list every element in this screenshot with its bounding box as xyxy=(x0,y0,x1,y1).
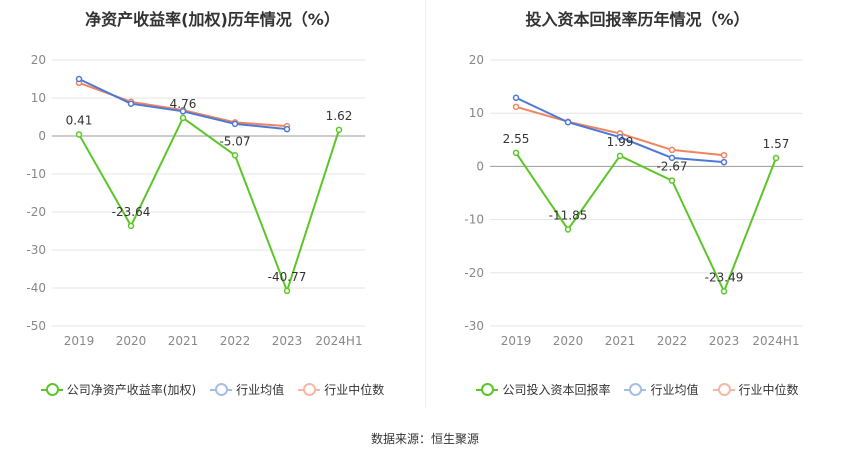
data-label: 1.99 xyxy=(607,135,634,149)
company-series-point xyxy=(127,222,135,230)
roe-chart-panel: 净资产收益率(加权)历年情况（%） 20 10 0 -10 -20 -30 -40 -50 20… xyxy=(0,0,425,420)
roic-legend: 公司投入资本回报率 行业均值 行业中位数 xyxy=(425,381,850,398)
industry-avg-series-point xyxy=(179,108,187,115)
x-tick-label: 2021 xyxy=(605,334,636,348)
legend-label-industry-median: 行业中位数 xyxy=(738,383,799,397)
y-tick-label: 20 xyxy=(469,53,484,67)
company-series-point xyxy=(75,131,83,138)
x-tick-label: 2023 xyxy=(709,334,740,348)
x-tick-label: 2022 xyxy=(220,334,251,348)
legend-marker-industry-avg xyxy=(210,382,233,396)
industry-avg-series-point xyxy=(127,100,135,107)
data-label: -11.85 xyxy=(549,208,588,222)
legend-marker-company xyxy=(40,382,63,396)
company-series-point xyxy=(179,114,187,122)
data-label: 0.41 xyxy=(66,113,93,127)
legend-marker-company xyxy=(476,382,499,396)
legend-label-company-roic: 公司投入资本回报率 xyxy=(502,383,611,397)
y-tick-label: -30 xyxy=(464,319,484,333)
data-label: -40.77 xyxy=(268,270,307,284)
industry-avg-series-point xyxy=(720,158,728,166)
data-source-label: 数据来源：恒生聚源 xyxy=(370,432,479,446)
legend-item-company-roic[interactable]: 公司投入资本回报率 xyxy=(476,381,610,398)
company-series-point xyxy=(231,152,239,159)
industry-median-series-point xyxy=(668,146,676,154)
industry-avg-series-point xyxy=(564,118,572,126)
data-label: -23.49 xyxy=(705,270,744,284)
company-series-point xyxy=(564,226,572,233)
industry-avg-series-point xyxy=(616,133,624,141)
legend-item-company-roe[interactable]: 公司净资产收益率(加权) xyxy=(40,381,197,398)
y-tick-label: 20 xyxy=(31,53,46,67)
company-series-point xyxy=(616,152,624,160)
company-series-point xyxy=(512,149,520,157)
y-tick-label: -20 xyxy=(26,205,46,219)
data-label: 2.55 xyxy=(503,132,530,146)
legend-item-industry-median[interactable]: 行业中位数 xyxy=(712,381,799,398)
y-tick-label: -50 xyxy=(26,319,46,333)
company-series-point xyxy=(668,177,676,184)
roic-chart-panel: 投入资本回报率历年情况（%） 20 10 0 -10 -20 -30 2019 2020 202… xyxy=(425,0,850,420)
legend-label-industry-median: 行业中位数 xyxy=(324,383,385,397)
legend-marker-industry-avg xyxy=(624,382,647,396)
industry-avg-series-point xyxy=(231,120,239,128)
x-tick-label: 2019 xyxy=(64,334,95,348)
company-series-line xyxy=(515,152,777,294)
y-tick-label: 10 xyxy=(31,91,46,105)
company-series-point xyxy=(283,287,291,295)
company-series-point xyxy=(772,154,780,162)
legend-item-industry-median[interactable]: 行业中位数 xyxy=(298,381,384,398)
y-tick-label: 0 xyxy=(476,159,484,173)
y-tick-label: -10 xyxy=(464,213,484,227)
company-series-point xyxy=(720,288,728,295)
legend-label-company-roe: 公司净资产收益率(加权) xyxy=(66,383,197,397)
legend-marker-industry-median xyxy=(298,382,321,396)
legend-label-industry-avg: 行业均值 xyxy=(650,383,699,397)
y-tick-label: 0 xyxy=(38,129,46,143)
data-label: 1.62 xyxy=(326,109,353,123)
x-tick-label: 2020 xyxy=(116,334,147,348)
industry-avg-series-point xyxy=(512,94,520,102)
industry-median-series-point xyxy=(720,151,728,159)
data-label: 4.76 xyxy=(170,97,197,111)
x-tick-label: 2024H1 xyxy=(752,334,799,348)
industry-median-series-point xyxy=(512,103,520,111)
panel-divider xyxy=(425,0,426,408)
industry-avg-series-point xyxy=(668,154,676,162)
data-label: -5.07 xyxy=(219,134,250,148)
x-tick-label: 2021 xyxy=(168,334,199,348)
data-label: 1.57 xyxy=(763,137,790,151)
legend-item-industry-avg[interactable]: 行业均值 xyxy=(624,381,699,398)
x-tick-label: 2020 xyxy=(553,334,584,348)
roic-chart-svg: 20 10 0 -10 -20 -30 2019 2020 2021 2022 2023 2024H1… xyxy=(464,53,803,348)
industry-avg-series-point xyxy=(75,75,83,83)
company-series-line xyxy=(78,116,340,294)
x-tick-label: 2022 xyxy=(657,334,688,348)
y-tick-label: 10 xyxy=(469,106,484,120)
x-tick-label: 2019 xyxy=(501,334,532,348)
y-tick-label: -30 xyxy=(26,243,46,257)
roic-chart-title: 投入资本回报率历年情况（%） xyxy=(525,10,750,29)
y-tick-label: -10 xyxy=(26,167,46,181)
legend-label-industry-avg: 行业均值 xyxy=(236,383,285,397)
y-tick-label: -40 xyxy=(26,281,46,295)
company-series-point xyxy=(335,126,343,134)
x-tick-label: 2024H1 xyxy=(315,334,362,348)
industry-avg-series-point xyxy=(283,125,291,133)
data-label: -23.64 xyxy=(112,205,151,219)
roe-legend: 公司净资产收益率(加权) 行业均值 行业中位数 xyxy=(0,381,425,398)
y-tick-label: -20 xyxy=(464,266,484,280)
roe-chart-svg: 20 10 0 -10 -20 -30 -40 -50 2019 2020 2021 2022 2023… xyxy=(26,53,365,348)
legend-marker-industry-median xyxy=(712,382,735,396)
roe-chart-title: 净资产收益率(加权)历年情况（%） xyxy=(85,10,340,29)
x-tick-label: 2023 xyxy=(272,334,303,348)
legend-item-industry-avg[interactable]: 行业均值 xyxy=(210,381,284,398)
data-label: -2.67 xyxy=(656,160,687,174)
